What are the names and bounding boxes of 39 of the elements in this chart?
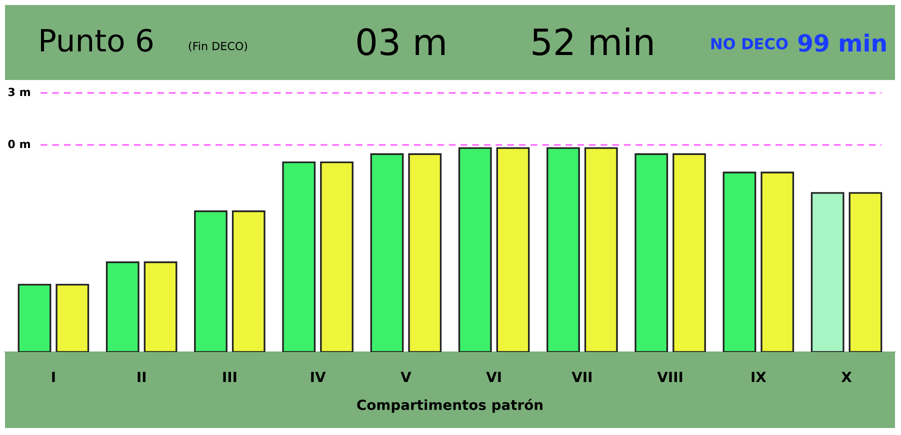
bar	[194, 210, 228, 352]
bar	[18, 284, 52, 352]
x-tick-label: III	[223, 372, 236, 382]
bar	[144, 261, 178, 352]
bar	[408, 153, 442, 352]
x-tick-label: VI	[486, 372, 501, 382]
x-tick-label: II	[138, 372, 146, 382]
ref-line-label: 3 m	[8, 88, 30, 96]
chart-title: Punto 6	[41, 28, 153, 52]
x-tick-label: V	[400, 372, 412, 382]
text: 99 min	[798, 34, 886, 52]
x-axis-title: Compartimentos patrón	[357, 398, 542, 413]
bar	[634, 153, 668, 352]
text: 03 m	[357, 28, 445, 56]
chart-subtitle: (Fin DECO)	[188, 42, 248, 52]
bar	[458, 147, 492, 352]
text: NO DECO	[711, 38, 788, 50]
text: 52 min	[532, 28, 652, 56]
bar	[106, 261, 140, 352]
bar	[370, 153, 404, 352]
ref-line-label: 0 m	[8, 140, 30, 148]
bar	[56, 284, 90, 352]
bar	[760, 172, 794, 352]
x-tick-label: VII	[572, 372, 592, 382]
x-tick-label: I	[52, 372, 55, 382]
bar	[282, 161, 316, 352]
x-tick-label: IX	[752, 372, 766, 382]
bar	[232, 210, 266, 352]
bar	[810, 192, 844, 352]
bar	[584, 147, 618, 352]
x-tick-label: VIII	[657, 372, 682, 382]
x-tick-label: X	[841, 372, 852, 382]
bar	[672, 153, 706, 352]
bar	[722, 172, 756, 352]
bar	[496, 147, 530, 352]
bar	[848, 192, 882, 352]
bar	[546, 147, 580, 352]
x-tick-label: IV	[311, 372, 326, 382]
bar	[320, 161, 354, 352]
